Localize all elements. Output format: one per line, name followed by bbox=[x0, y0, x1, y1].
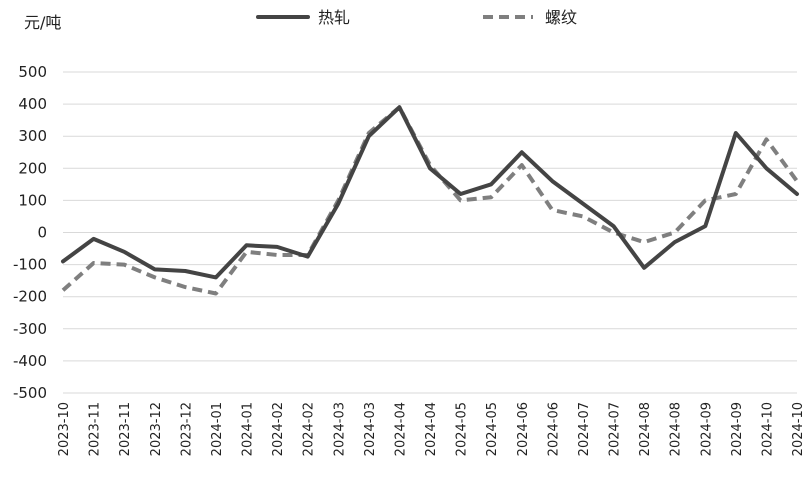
x-tick-label: 2024-06 bbox=[546, 402, 561, 456]
x-tick-label: 2024-03 bbox=[332, 402, 347, 456]
x-tick-label: 2023-11 bbox=[88, 402, 103, 456]
y-axis-label: 元/吨 bbox=[24, 13, 61, 32]
x-tick-label: 2024-05 bbox=[485, 402, 500, 456]
legend-label-hot-rolled: 热轧 bbox=[318, 8, 350, 27]
x-tick-label: 2024-06 bbox=[516, 402, 531, 456]
x-tick-label: 2024-03 bbox=[363, 402, 378, 456]
x-tick-label: 2023-11 bbox=[118, 402, 133, 456]
x-tick-label: 2024-07 bbox=[608, 402, 623, 456]
y-tick-label: 0 bbox=[37, 224, 47, 242]
y-tick-label: 400 bbox=[18, 95, 47, 113]
series-line-hot-rolled bbox=[61, 105, 799, 280]
x-tick-label: 2024-09 bbox=[699, 402, 714, 456]
x-tick-label: 2024-07 bbox=[577, 402, 592, 456]
y-tick-label: -400 bbox=[13, 352, 47, 370]
x-tick-label: 2024-10 bbox=[791, 402, 806, 456]
y-tick-label: -500 bbox=[13, 384, 47, 402]
x-tick-label: 2024-02 bbox=[302, 402, 317, 456]
x-tick-label: 2023-12 bbox=[179, 402, 194, 456]
series-lines bbox=[61, 105, 799, 296]
x-tick-label: 2024-10 bbox=[760, 402, 775, 456]
gridlines bbox=[63, 71, 797, 394]
y-tick-label: -300 bbox=[13, 320, 47, 338]
series-line-rebar bbox=[61, 105, 799, 296]
x-tick-label: 2024-02 bbox=[271, 402, 286, 456]
x-tick-label: 2024-01 bbox=[241, 402, 256, 456]
legend-label-rebar: 螺纹 bbox=[545, 8, 577, 27]
x-axis-ticks: 2023-10 2023-11 2023-11 2023-12 2023-12 2024-… bbox=[57, 402, 806, 456]
x-tick-label: 2024-08 bbox=[638, 402, 653, 456]
x-tick-label: 2024-08 bbox=[669, 402, 684, 456]
x-tick-label: 2023-12 bbox=[149, 402, 164, 456]
legend: 热轧 螺纹 bbox=[256, 8, 577, 27]
y-tick-label: 500 bbox=[18, 63, 47, 81]
y-tick-label: 200 bbox=[18, 159, 47, 177]
x-tick-label: 2024-01 bbox=[210, 402, 225, 456]
y-tick-label: 100 bbox=[18, 191, 47, 209]
x-tick-label: 2024-05 bbox=[455, 402, 470, 456]
x-tick-label: 2024-09 bbox=[730, 402, 745, 456]
y-tick-label: 300 bbox=[18, 127, 47, 145]
x-tick-label: 2024-04 bbox=[393, 402, 408, 456]
x-tick-label: 2024-04 bbox=[424, 402, 439, 456]
y-tick-label: -100 bbox=[13, 256, 47, 274]
y-axis-ticks: 500 400 300 200 100 0 -100 -200 -300 -400 -500 bbox=[13, 63, 47, 402]
x-tick-label: 2023-10 bbox=[57, 402, 72, 456]
y-tick-label: -200 bbox=[13, 288, 47, 306]
